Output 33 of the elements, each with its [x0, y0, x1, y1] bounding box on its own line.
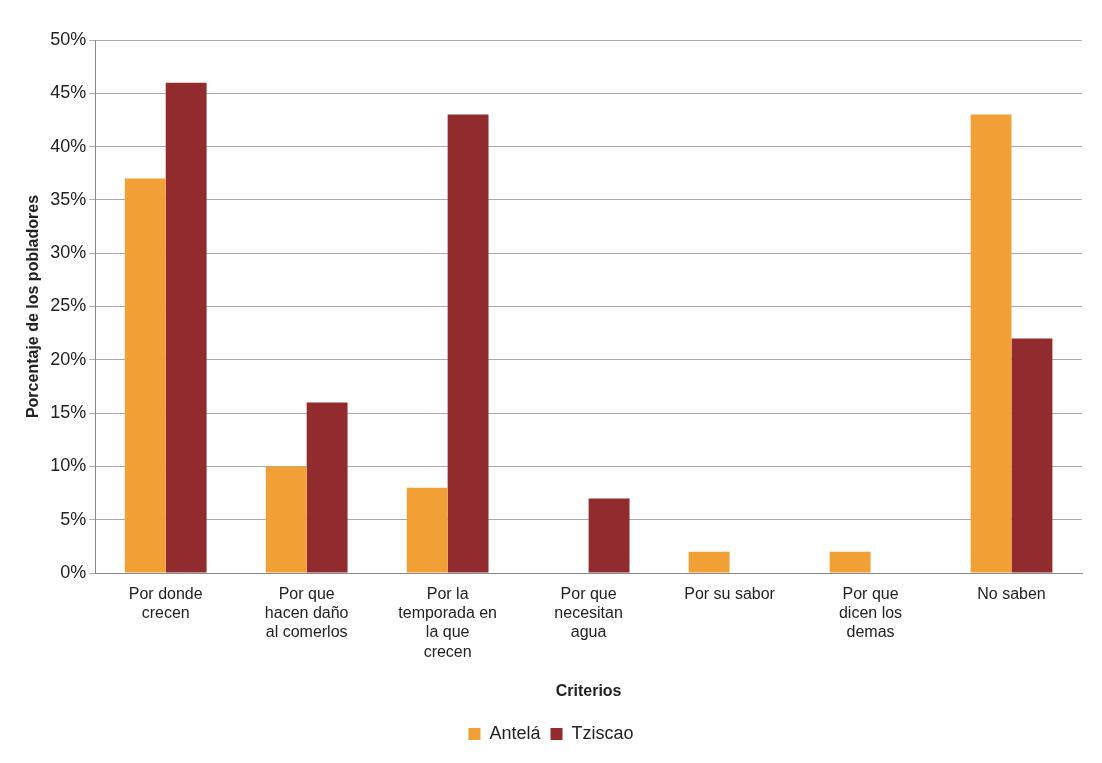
y-tick-label: 15% [50, 402, 87, 423]
bar [306, 402, 348, 573]
y-tick-label: 40% [50, 135, 87, 156]
bar [588, 498, 630, 573]
y-tick-label: 10% [50, 455, 87, 476]
legend-label: Tziscao [571, 722, 634, 743]
y-axis-title: Porcentaje de los pobladores [24, 194, 42, 419]
y-tick-label: 5% [60, 508, 87, 529]
bar [447, 114, 489, 573]
x-tick-label: Por la temporada en la que crecen [398, 585, 498, 660]
y-tick-label: 20% [50, 348, 87, 369]
x-tick-label: Por donde crecen [128, 585, 203, 622]
bar [970, 114, 1012, 573]
bar [829, 551, 871, 573]
y-tick-label: 50% [50, 28, 87, 49]
y-tick-label: 25% [50, 295, 87, 316]
x-tick-label: Por que dicen los demas [838, 585, 903, 641]
bar [688, 551, 730, 573]
x-tick-label: Por que necesitan agua [554, 585, 623, 641]
y-tick-label: 45% [50, 82, 87, 103]
x-tick-label: Por que hacen daño al comerlos [264, 585, 349, 641]
x-tick-label: No saben [977, 585, 1046, 603]
x-tick-label: Por su sabor [684, 585, 776, 603]
y-tick-label: 0% [60, 561, 87, 582]
bar [265, 466, 307, 573]
x-axis-title: Criterios [555, 681, 622, 699]
bar [406, 487, 448, 573]
bar [124, 178, 166, 573]
legend-label: Antelá [489, 722, 542, 743]
bar [165, 82, 207, 573]
bar [1011, 338, 1053, 573]
y-tick-label: 30% [50, 242, 87, 263]
y-tick-label: 35% [50, 188, 87, 209]
